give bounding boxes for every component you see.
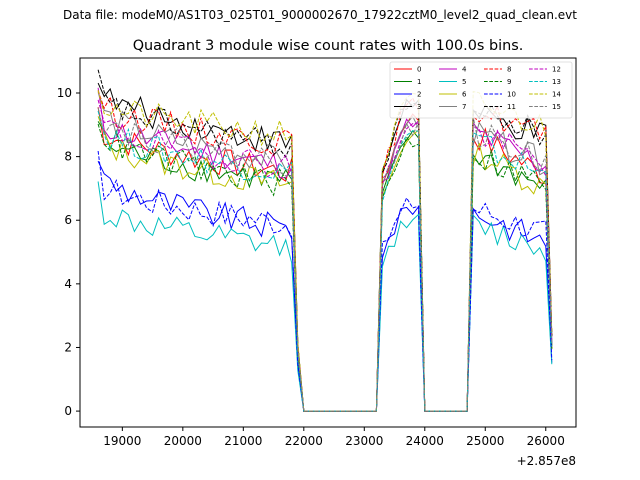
legend-label-2: 2	[417, 91, 421, 99]
legend-label-10: 10	[507, 91, 516, 99]
x-tick-label: 19000	[103, 434, 141, 448]
x-axis: 19000 20000 21000 22000 23000 24000 25000 26000	[103, 427, 565, 448]
legend-label-5: 5	[462, 78, 466, 86]
legend-label-3: 3	[417, 103, 421, 111]
x-tick-label: 24000	[406, 434, 444, 448]
y-tick-label: 2	[64, 340, 72, 354]
legend-label-4: 4	[462, 66, 467, 74]
y-tick-label: 10	[57, 86, 72, 100]
y-tick-label: 4	[64, 277, 72, 291]
legend-label-9: 9	[507, 78, 511, 86]
figure-suptitle: Data file: modeM0/AS1T03_025T01_90000026…	[63, 8, 577, 22]
legend-label-14: 14	[552, 91, 561, 99]
x-tick-label: 25000	[466, 434, 504, 448]
legend-label-7: 7	[462, 103, 466, 111]
y-axis: 0 2 4 6 8 10	[57, 86, 80, 418]
x-tick-label: 26000	[527, 434, 565, 448]
legend-box	[389, 61, 573, 119]
legend-label-1: 1	[417, 78, 421, 86]
legend-label-15: 15	[552, 103, 561, 111]
x-tick-label: 22000	[285, 434, 323, 448]
plot-frame	[79, 57, 577, 428]
legend-label-11: 11	[507, 103, 516, 111]
series-line-10	[97, 150, 553, 412]
legend-label-12: 12	[552, 66, 561, 74]
y-tick-label: 6	[64, 213, 72, 227]
x-offset-label: +2.857e8	[517, 454, 576, 468]
legend-label-13: 13	[552, 78, 561, 86]
legend-label-8: 8	[507, 66, 511, 74]
legend-label-6: 6	[462, 91, 467, 99]
chart-title: Quadrant 3 module wise count rates with …	[133, 38, 524, 54]
y-tick-label: 8	[64, 150, 72, 164]
x-tick-label: 21000	[224, 434, 262, 448]
series-line-13	[97, 110, 553, 412]
y-tick-label: 0	[64, 404, 72, 418]
x-tick-label: 23000	[345, 434, 383, 448]
x-tick-label: 20000	[164, 434, 202, 448]
legend-label-0: 0	[417, 66, 421, 74]
series-line-15	[97, 107, 553, 412]
